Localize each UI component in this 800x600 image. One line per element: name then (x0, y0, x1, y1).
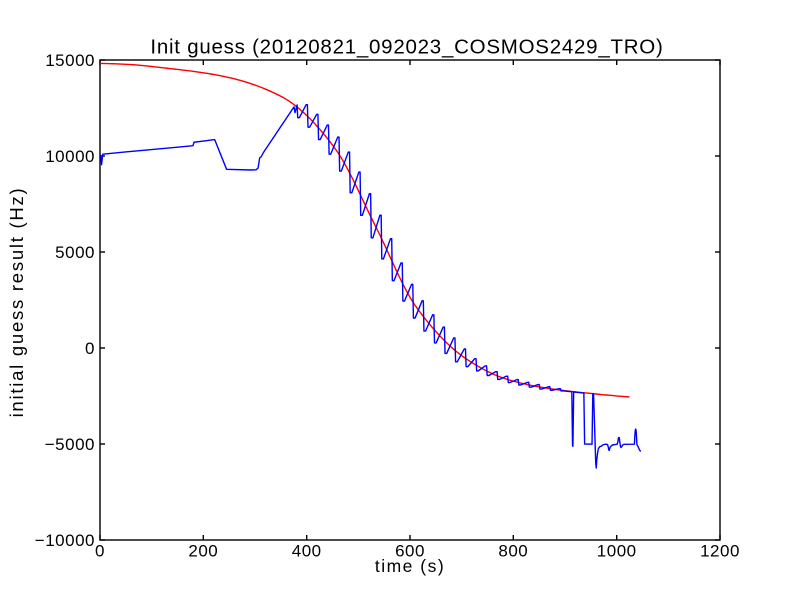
svg-text:400: 400 (292, 542, 322, 561)
svg-text:800: 800 (498, 542, 528, 561)
svg-text:1000: 1000 (597, 542, 637, 561)
svg-text:initial guess result (Hz): initial guess result (Hz) (6, 187, 27, 418)
svg-text:1200: 1200 (700, 542, 740, 561)
svg-text:5000: 5000 (55, 243, 95, 262)
svg-text:0: 0 (85, 339, 95, 358)
svg-text:Init guess (20120821_092023_CO: Init guess (20120821_092023_COSMOS2429_T… (150, 35, 663, 58)
svg-text:−10000: −10000 (35, 531, 95, 550)
svg-text:10000: 10000 (45, 147, 95, 166)
svg-text:0: 0 (95, 542, 105, 561)
svg-text:−5000: −5000 (45, 435, 95, 454)
svg-text:15000: 15000 (45, 51, 95, 70)
svg-text:600: 600 (395, 542, 425, 561)
svg-text:200: 200 (188, 542, 218, 561)
svg-text:time (s): time (s) (375, 556, 445, 576)
